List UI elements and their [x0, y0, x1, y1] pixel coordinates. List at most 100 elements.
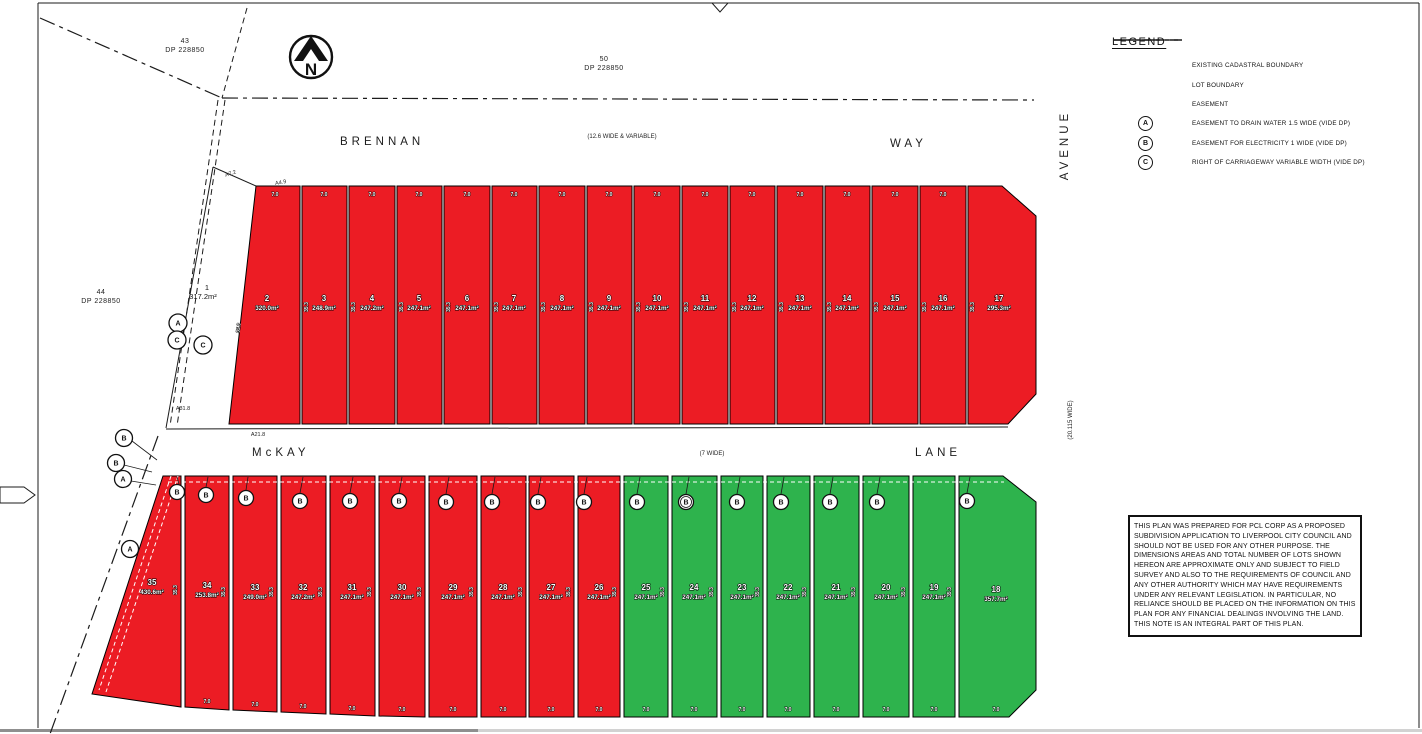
lot-30: 30 247.1m² 35.3 7.0 [378, 475, 426, 718]
legend: LEGEND EXISTING CADASTRAL BOUNDARY LOT B… [1112, 36, 1417, 172]
dp-number: DP 228850 [165, 47, 204, 54]
dim-label: 35.3 [541, 302, 547, 312]
marker-inner-circle [680, 496, 692, 508]
marker-circle-b: B [1138, 135, 1153, 151]
easement-marker-b: B [628, 476, 646, 511]
legend-label: LOT BOUNDARY [1192, 81, 1244, 89]
easement-marker-b: B [114, 428, 158, 461]
lot-area: 249.0m² [243, 594, 266, 601]
lot-area: 247.1m² [922, 594, 945, 601]
lot-area: 247.1m² [340, 594, 363, 601]
lot-area: 247.1m² [883, 305, 906, 312]
marker-letter: B [634, 500, 639, 507]
dim-label: 7.0 [833, 707, 840, 713]
lot-polygon [443, 185, 491, 425]
lot-number: 33 [251, 583, 260, 592]
dim-label: 7.0 [654, 192, 661, 198]
lot-area: 320.0m² [255, 305, 278, 312]
dim-label: 7.0 [300, 704, 307, 710]
dp-lot-number: 44 [97, 289, 106, 296]
leader-line [131, 440, 158, 461]
marker-circle [113, 469, 133, 489]
dim-label: 35.3 [660, 587, 666, 597]
lot-polygon [480, 475, 527, 718]
easement-marker-b: B [341, 476, 359, 510]
leader-line [636, 476, 641, 495]
dim-label: 7.0 [739, 707, 746, 713]
dim-label: 7.0 [749, 192, 756, 198]
lot-area: 247.1m² [634, 594, 657, 601]
lot-area: 295.3m² [987, 305, 1010, 312]
lot-area: 247.1m² [788, 305, 811, 312]
lot-polygon [813, 475, 860, 718]
margin-arrow-icon [0, 486, 36, 504]
marker-circle [529, 493, 547, 511]
marker-b-sample: B [1112, 135, 1192, 151]
dim-label: 7.0 [797, 192, 804, 198]
lot-number: 15 [891, 294, 900, 303]
lot-number: 12 [748, 294, 757, 303]
lot-number: 24 [690, 583, 699, 592]
marker-letter: B [443, 500, 448, 507]
lot1-north-boundary [212, 166, 257, 187]
lot-polygon [623, 475, 669, 718]
easement-line-lot1-a [169, 99, 219, 427]
easement-marker-a: A [168, 313, 188, 333]
dim-label: 35.3 [970, 302, 976, 312]
dim-label: 35.3 [304, 302, 310, 312]
lot-number: 6 [465, 294, 470, 303]
lot-number: 29 [449, 583, 458, 592]
marker-letter: B [243, 496, 248, 503]
easement-marker-a: A [113, 469, 157, 489]
lot-number: 18 [992, 585, 1001, 594]
easement-marker-b: B [437, 476, 455, 511]
lot-area: 247.1m² [776, 594, 799, 601]
lot-polygon [824, 185, 871, 425]
lot-17: 17 295.3m² 35.3 [967, 185, 1037, 425]
dim-label: 35.3 [922, 302, 928, 312]
lot-number: 34 [203, 581, 212, 590]
dim-label: 35.3 [612, 587, 618, 597]
lot-27: 27 247.1m² 35.3 7.0 [528, 475, 575, 718]
dim-label: 7.0 [464, 192, 471, 198]
easement-line [105, 475, 179, 693]
marker-letter: B [113, 461, 118, 468]
lot-area: 430.6m² [140, 589, 163, 596]
dim-label: 7.0 [940, 192, 947, 198]
dim-label: 7.0 [643, 707, 650, 713]
lot-area: 247.1m² [835, 305, 858, 312]
marker-letter: B [203, 493, 208, 500]
dim-label: 7.0 [511, 192, 518, 198]
legend-label: EASEMENT TO DRAIN WATER 1.5 WIDE (VIDE D… [1192, 120, 1351, 128]
h-scrollbar-track[interactable] [0, 729, 1422, 732]
street-mckay-width: (7 WIDE) [700, 451, 725, 457]
lot-polygon [912, 475, 956, 718]
legend-label: EASEMENT FOR ELECTRICITY 1 WIDE (VIDE DP… [1192, 139, 1347, 147]
lot-number: 32 [299, 583, 308, 592]
h-scrollbar-thumb[interactable] [0, 729, 478, 732]
lot-polygon [348, 185, 396, 425]
lot-21: 21 247.1m² 35.3 7.0 [813, 475, 860, 718]
easement-marker-b: B [237, 476, 255, 507]
dim-label: 35.3 [851, 587, 857, 597]
plan-note-box: THIS PLAN WAS PREPARED FOR PCL CORP AS A… [1128, 515, 1362, 637]
marker-circle [167, 330, 187, 350]
dp-lot-number: 43 [181, 38, 190, 45]
leader-line [491, 476, 496, 495]
dim-label: 7.0 [596, 707, 603, 713]
lot-32: 32 247.2m² 35.3 7.0 [280, 475, 327, 715]
lot-polygon [491, 185, 538, 425]
lot-number: 28 [499, 583, 508, 592]
dim-label: 7.0 [931, 707, 938, 713]
lot-number: 8 [560, 294, 565, 303]
lot-number: 25 [642, 583, 651, 592]
dp-number: DP 228850 [81, 298, 120, 305]
marker-circle [575, 493, 593, 511]
marker-letter: B [734, 500, 739, 507]
